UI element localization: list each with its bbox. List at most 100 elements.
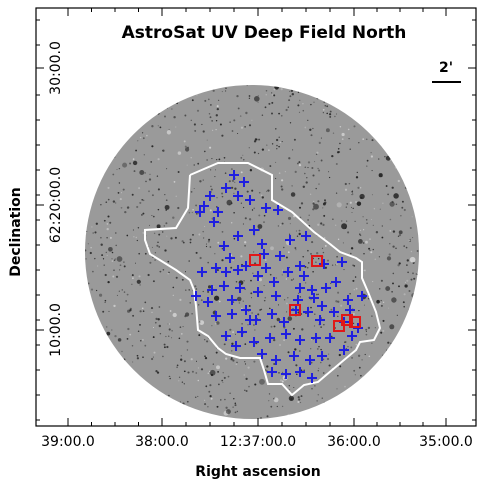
- star-speck: [189, 238, 192, 241]
- star-speck: [271, 94, 274, 96]
- star-speck: [326, 105, 329, 108]
- star-speck: [341, 132, 345, 137]
- source-cross-marker: [249, 225, 259, 235]
- star-speck: [176, 364, 179, 367]
- star-speck: [150, 357, 154, 361]
- star-speck: [382, 329, 385, 332]
- star-speck: [221, 134, 224, 137]
- star-speck: [391, 186, 394, 189]
- star-speck: [237, 132, 239, 135]
- star-speck: [273, 94, 276, 97]
- star-speck: [335, 264, 337, 266]
- star-speck: [365, 328, 368, 331]
- star-speck: [174, 236, 177, 239]
- source-cross-marker: [257, 239, 267, 249]
- source-cross-marker: [199, 201, 209, 211]
- star-speck: [365, 138, 368, 141]
- star-speck: [307, 219, 309, 221]
- source-cross-marker: [267, 367, 277, 377]
- star-speck: [108, 246, 113, 252]
- star-speck: [216, 269, 219, 272]
- star-speck: [403, 305, 406, 308]
- star-speck: [389, 230, 392, 232]
- source-cross-marker: [233, 231, 243, 241]
- star-speck: [403, 208, 406, 212]
- x-tick-label: 12:37:00.0: [220, 434, 296, 450]
- star-speck: [112, 275, 115, 278]
- star-speck: [113, 304, 116, 308]
- star-speck: [297, 91, 300, 94]
- star-speck: [358, 141, 360, 144]
- star-speck: [106, 331, 111, 336]
- star-speck: [348, 137, 350, 140]
- star-speck: [260, 194, 263, 197]
- star-speck: [316, 347, 319, 350]
- star-speck: [246, 190, 249, 193]
- star-speck: [275, 128, 277, 130]
- star-speck: [210, 104, 212, 106]
- star-speck: [363, 252, 365, 255]
- star-speck: [151, 125, 154, 128]
- star-speck: [378, 256, 380, 258]
- star-speck: [233, 192, 235, 195]
- star-speck: [129, 307, 132, 311]
- star-speck: [225, 90, 227, 92]
- star-speck: [232, 259, 234, 261]
- star-speck: [268, 149, 270, 151]
- star-speck: [336, 388, 338, 390]
- star-speck: [106, 227, 109, 231]
- star-speck: [245, 390, 248, 392]
- star-speck: [389, 324, 395, 330]
- star-speck: [379, 303, 381, 305]
- star-speck: [276, 317, 281, 322]
- y-axis-label: Declination: [8, 187, 24, 277]
- star-speck: [210, 397, 213, 400]
- star-speck: [307, 167, 309, 169]
- star-speck: [330, 282, 332, 285]
- star-speck: [166, 130, 172, 135]
- star-speck: [131, 193, 134, 196]
- star-speck: [305, 282, 307, 284]
- star-speck: [352, 279, 355, 282]
- star-speck: [217, 99, 220, 102]
- star-speck: [231, 350, 233, 352]
- source-cross-marker: [233, 265, 243, 275]
- source-cross-marker: [221, 331, 231, 341]
- star-speck: [164, 115, 166, 118]
- star-speck: [318, 345, 320, 348]
- star-speck: [206, 159, 208, 161]
- star-speck: [151, 311, 153, 313]
- star-speck: [162, 150, 164, 152]
- star-speck: [327, 353, 330, 355]
- highlighted-source-marker: [349, 316, 361, 328]
- star-speck: [234, 187, 237, 190]
- star-speck: [151, 246, 153, 248]
- star-speck: [85, 258, 87, 260]
- star-speck: [349, 293, 351, 295]
- star-speck: [150, 161, 153, 163]
- star-speck: [86, 230, 88, 232]
- star-speck: [104, 299, 107, 302]
- star-speck: [334, 115, 336, 118]
- star-speck: [240, 157, 243, 159]
- star-speck: [203, 150, 206, 153]
- star-speck: [240, 126, 244, 129]
- star-speck: [243, 159, 245, 161]
- star-speck: [351, 356, 354, 359]
- star-speck: [243, 374, 245, 376]
- star-speck: [378, 173, 383, 178]
- uv-source-markers: [191, 170, 367, 383]
- star-speck: [253, 235, 255, 237]
- star-speck: [197, 162, 200, 165]
- star-speck: [166, 345, 169, 349]
- star-speck: [127, 327, 130, 331]
- source-cross-marker: [231, 341, 241, 351]
- star-speck: [335, 192, 338, 194]
- star-speck: [85, 249, 87, 252]
- source-cross-marker: [301, 231, 311, 241]
- star-speck: [193, 164, 195, 166]
- star-speck: [335, 300, 338, 303]
- star-speck: [202, 290, 204, 293]
- star-speck: [217, 371, 219, 373]
